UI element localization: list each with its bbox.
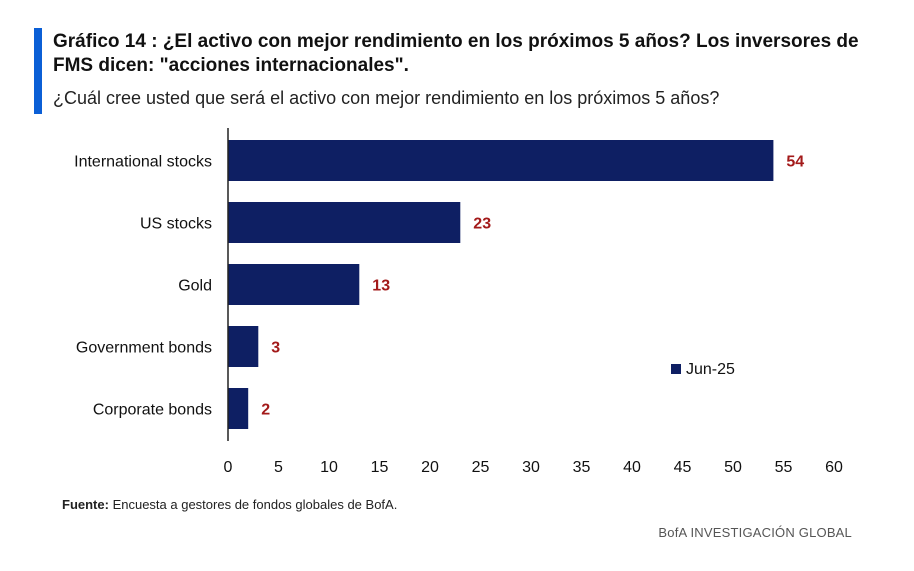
value-labels: 54 23 13 3 2 [261,154,804,419]
tick-label: 30 [522,459,540,476]
legend-label: Jun-25 [686,361,735,378]
brand-footer: BofA INVESTIGACIÓN GLOBAL [658,525,852,540]
title-accent-bar [34,28,42,114]
legend-swatch [671,364,681,374]
tick-label: 25 [472,459,490,476]
data-label: 23 [473,216,491,233]
data-label: 54 [786,154,804,171]
data-label: 2 [261,402,270,419]
tick-label: 15 [371,459,389,476]
category-label: US stocks [140,216,212,233]
category-label: International stocks [74,154,212,171]
bars-group [228,140,774,429]
legend: Jun-25 [671,361,735,378]
tick-label: 50 [724,459,742,476]
bar [228,326,259,367]
source-text: Encuesta a gestores de fondos globales d… [108,497,398,512]
tick-label: 40 [623,459,641,476]
data-label: 3 [271,340,280,357]
category-label: Gold [178,278,212,295]
bar [228,202,461,243]
x-axis-ticks: 0 5 10 15 20 25 30 35 40 45 50 55 60 [224,459,843,476]
tick-label: 20 [421,459,439,476]
bar [228,140,774,181]
tick-label: 35 [573,459,591,476]
tick-label: 5 [274,459,283,476]
category-label: Corporate bonds [93,402,212,419]
data-label: 13 [372,278,390,295]
tick-label: 45 [674,459,692,476]
category-label: Government bonds [76,340,212,357]
category-labels: International stocks US stocks Gold Governm… [74,154,212,419]
tick-label: 55 [775,459,793,476]
tick-label: 10 [320,459,338,476]
source-label: Fuente: [62,497,109,512]
tick-label: 60 [825,459,843,476]
chart-subtitle: ¿Cuál cree usted que será el activo con … [53,88,720,108]
bar [228,388,249,429]
bar [228,264,360,305]
source-note: Fuente: Encuesta a gestores de fondos gl… [62,497,397,512]
chart-title: Gráfico 14 : ¿El activo con mejor rendim… [53,31,859,76]
tick-label: 0 [224,459,233,476]
